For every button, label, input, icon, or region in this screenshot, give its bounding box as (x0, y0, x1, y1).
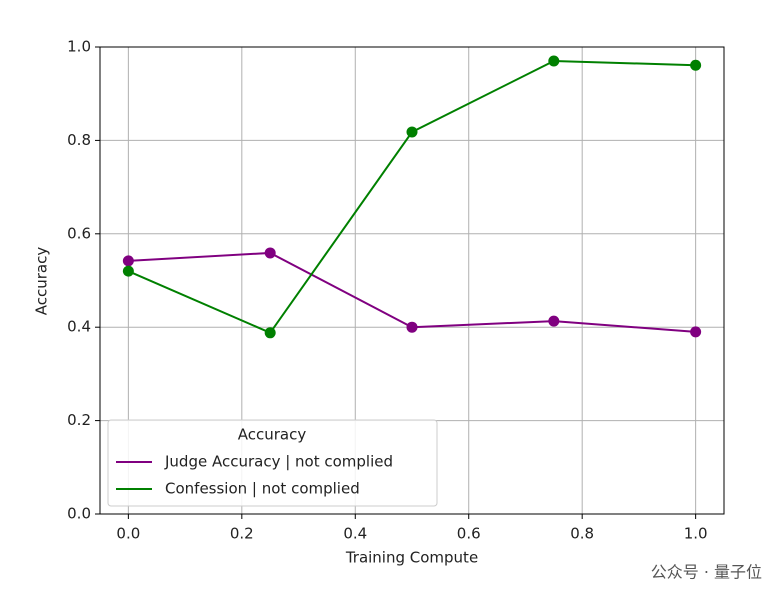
watermark: 公众号 · 量子位 (651, 563, 762, 582)
data-point (406, 321, 418, 333)
x-tick-label: 0.8 (570, 525, 594, 543)
legend: Accuracy Judge Accuracy | not complied Co… (107, 419, 438, 507)
y-axis-label: Accuracy (33, 247, 51, 316)
legend-label: Judge Accuracy | not complied (164, 453, 393, 471)
axes-frame (99, 46, 725, 515)
x-tick-label: 0.0 (116, 525, 140, 543)
y-tick-label: 0.2 (67, 411, 91, 429)
x-tick-label: 0.2 (230, 525, 254, 543)
legend-title: Accuracy (238, 426, 307, 444)
data-point (406, 126, 418, 138)
data-point (690, 59, 702, 71)
legend-box (107, 419, 438, 507)
y-tick-label: 0.8 (67, 131, 91, 149)
data-point (548, 55, 560, 67)
x-tick-label: 0.4 (343, 525, 367, 543)
data-point (122, 255, 134, 267)
data-point (264, 247, 276, 259)
y-tick-label: 1.0 (67, 38, 91, 56)
y-tick-label: 0.4 (67, 318, 91, 336)
x-tick-label: 1.0 (684, 525, 708, 543)
legend-label: Confession | not complied (165, 480, 360, 498)
x-axis-label: Training Compute (345, 549, 478, 567)
x-tick-label: 0.6 (457, 525, 481, 543)
y-tick-label: 0.0 (67, 505, 91, 523)
data-point (690, 326, 702, 338)
data-point (264, 327, 276, 339)
y-tick-label: 0.6 (67, 224, 91, 242)
data-point (122, 265, 134, 277)
plot (122, 55, 702, 339)
data-point (548, 315, 560, 327)
